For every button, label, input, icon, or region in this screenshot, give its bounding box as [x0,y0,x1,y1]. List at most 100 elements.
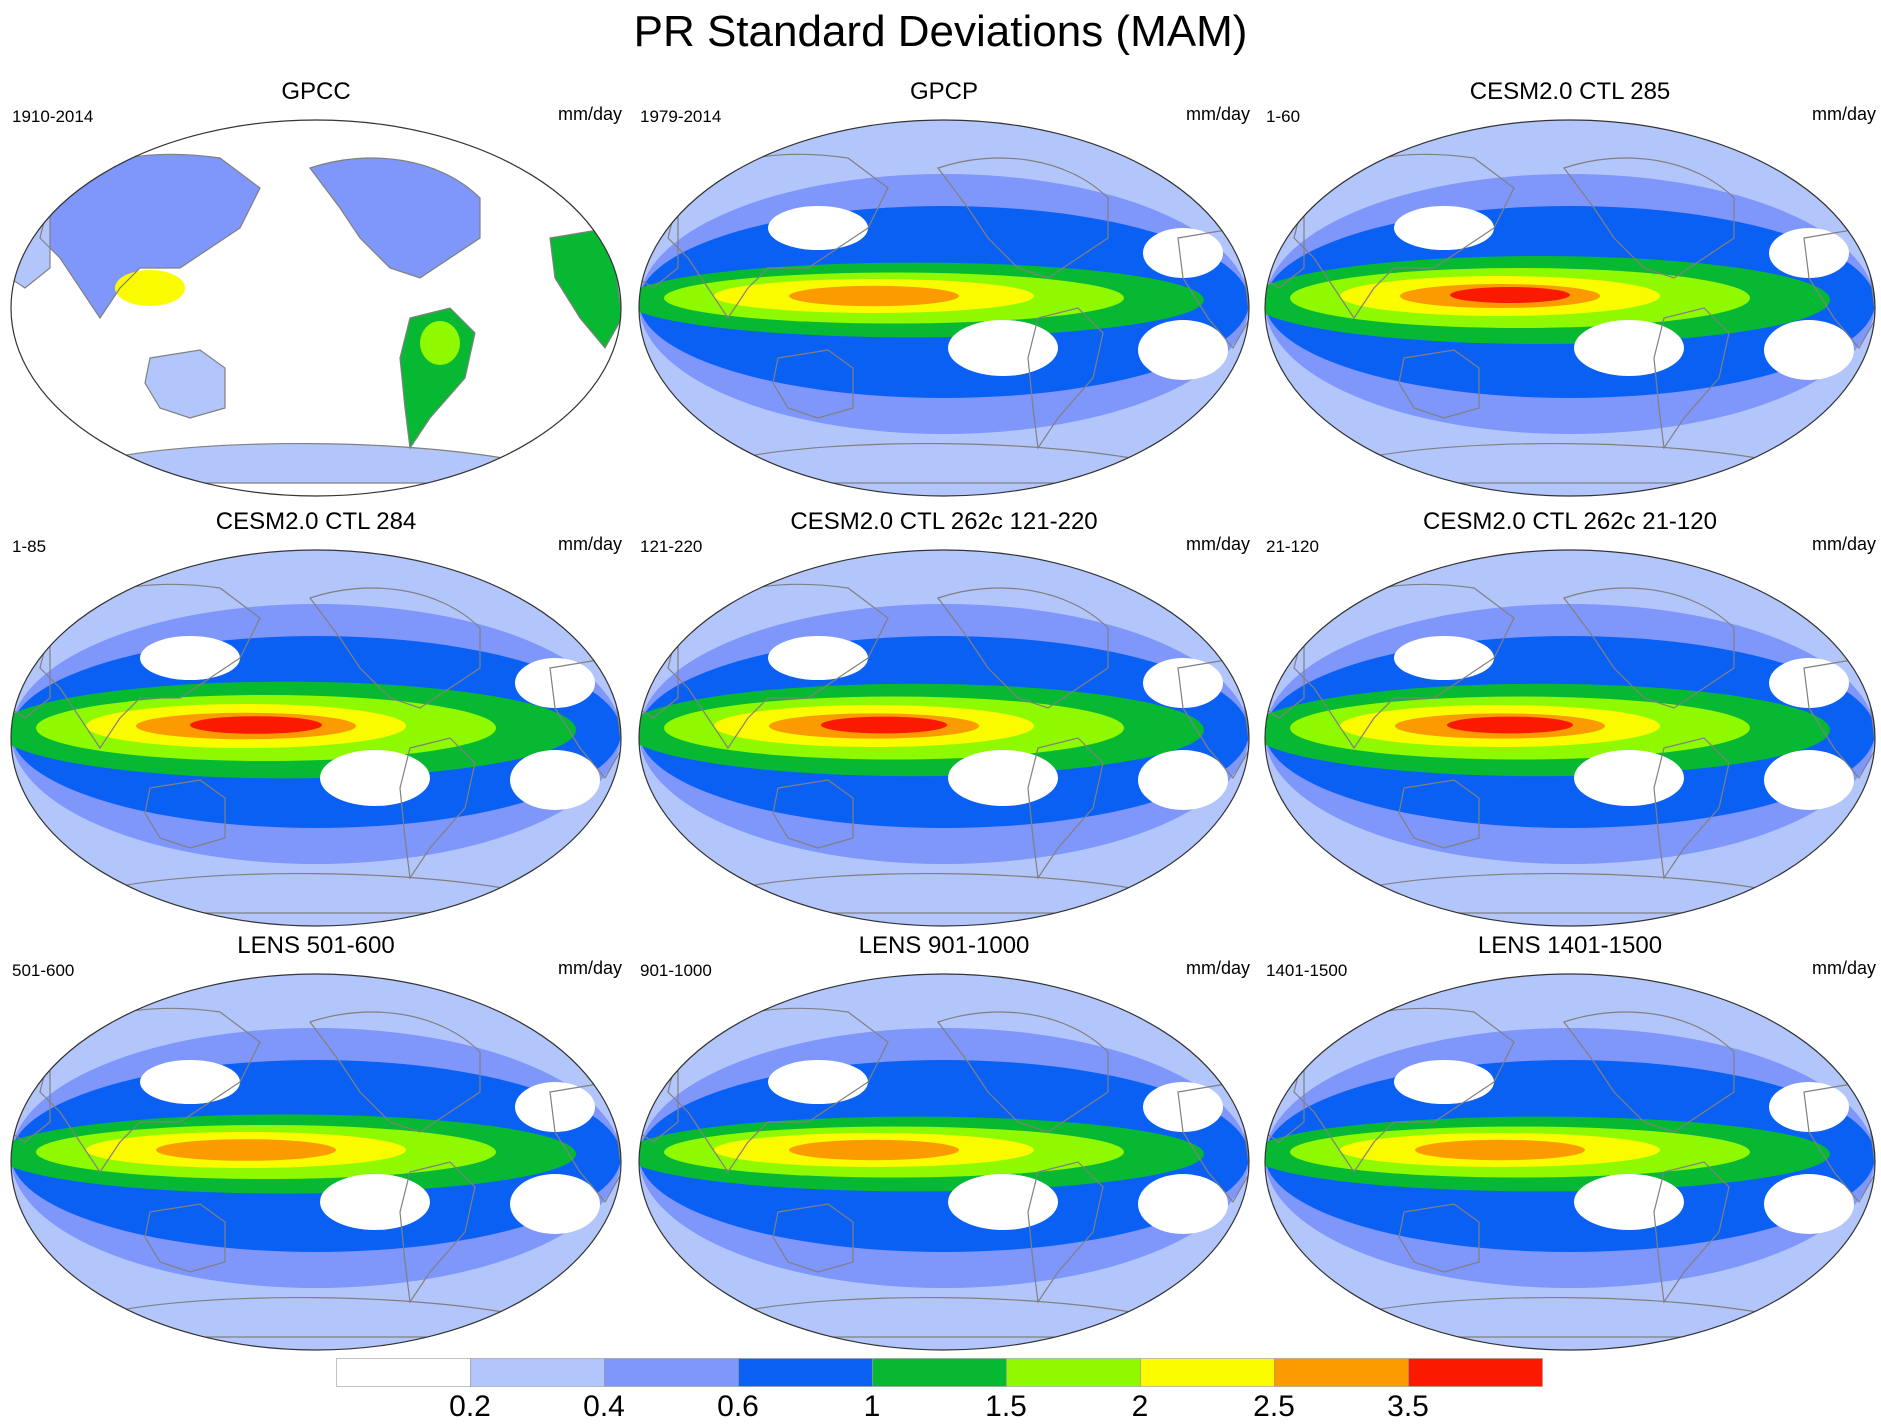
colorbar-swatch [604,1358,739,1387]
map-border [638,973,1250,1351]
coastline [399,737,476,880]
map-panel: GPCC 1910-2014 mm/day [10,78,622,498]
precip-map [10,119,622,497]
coastline [144,1203,226,1273]
dry-zone [768,636,868,680]
coastline [309,1011,481,1133]
coastline [399,1161,476,1304]
panel-period: 1401-1500 [1266,961,1348,980]
dry-zone [1394,206,1494,250]
dry-zone [1574,750,1684,806]
coastline [1398,1203,1480,1273]
panel-title: LENS 1401-1500 [1477,932,1663,959]
coastline [937,587,1109,709]
land-field [145,350,225,418]
dry-zone [1143,228,1223,278]
colorbar-swatch [1140,1358,1275,1387]
coastline [772,779,854,849]
panel-period: 121-220 [640,537,703,556]
colorbar [336,1358,1543,1387]
coastline [1653,307,1730,450]
map-panel: LENS 501-600 501-600 mm/day [10,932,622,1352]
panel-title: CESM2.0 CTL 262c 21-120 [1423,508,1717,535]
panel-units: mm/day [1811,104,1876,124]
land-field [310,158,480,278]
coastline [1398,349,1480,419]
coastline [1563,587,1735,709]
map-panel: CESM2.0 CTL 284 1-85 mm/day [10,508,622,928]
map-panel: LENS 901-1000 901-1000 mm/day [638,932,1250,1352]
coastline [772,1203,854,1273]
colorbar-tick-label: 1 [863,1390,881,1423]
coastline [1653,737,1730,880]
precip-map [10,549,622,927]
amazon [420,321,460,365]
map-panel: GPCP 1979-2014 mm/day [638,78,1250,498]
land-field [550,228,621,348]
precip-map [638,549,1250,927]
dry-zone [948,750,1058,806]
colorbar-swatch [872,1358,1007,1387]
dry-zone [140,1060,240,1104]
panel-period: 1910-2014 [12,107,94,126]
map-border [1264,973,1876,1351]
dry-zone [1143,658,1223,708]
coastline [1027,737,1104,880]
panel-period: 21-120 [1266,537,1319,556]
dry-zone [1143,1082,1223,1132]
precip-map [1264,549,1876,927]
dry-zone [320,1174,430,1230]
coastline [937,157,1109,279]
dry-zone [1764,750,1854,810]
precip-map [638,119,1250,497]
dry-zone [1138,1174,1228,1234]
map-panel: CESM2.0 CTL 285 1-60 mm/day [1264,78,1876,498]
precip-map [638,973,1250,1351]
dry-zone [1764,1174,1854,1234]
dry-zone [1138,320,1228,380]
map-border [10,973,622,1351]
band-level-8 [1450,287,1570,303]
dry-zone [1574,1174,1684,1230]
land-field [40,154,260,318]
colorbar-swatch [738,1358,873,1387]
map-border [1264,549,1876,927]
coastline [309,587,481,709]
panel-title: GPCP [909,78,978,105]
colorbar-swatch [336,1358,471,1387]
coastline [1653,1161,1730,1304]
panel-units: mm/day [1811,958,1876,978]
coastline [772,349,854,419]
colorbar-tick-label: 0.2 [449,1390,491,1423]
panel-title: CESM2.0 CTL 262c 121-220 [790,508,1098,535]
panel-title: CESM2.0 CTL 285 [1469,78,1671,105]
map-panel: CESM2.0 CTL 262c 121-220 121-220 mm/day [638,508,1250,928]
colorbar-tick-label: 2.5 [1253,1390,1295,1423]
dry-zone [948,320,1058,376]
coastline [1563,157,1735,279]
panel-units: mm/day [1811,534,1876,554]
map-border [638,549,1250,927]
dry-zone [320,750,430,806]
panel-units: mm/day [557,534,622,554]
band-level-8 [190,716,322,734]
panel-title: GPCC [281,78,351,105]
dry-zone [1574,320,1684,376]
maritime-continent [115,270,185,306]
dry-zone [768,206,868,250]
panel-period: 901-1000 [640,961,712,980]
band-level-7 [1415,1139,1585,1161]
map-panel: CESM2.0 CTL 262c 21-120 21-120 mm/day [1264,508,1876,928]
coastline [1027,307,1104,450]
panel-period: 501-600 [12,961,75,980]
dry-zone [1764,320,1854,380]
map-border [1264,119,1876,497]
map-border [638,119,1250,497]
colorbar-swatch [1408,1358,1543,1387]
coastline [309,157,481,279]
dry-zone [1769,658,1849,708]
coastline [1563,1011,1735,1133]
panel-units: mm/day [557,104,622,124]
panel-title: LENS 901-1000 [858,932,1030,959]
coastline [144,349,226,419]
